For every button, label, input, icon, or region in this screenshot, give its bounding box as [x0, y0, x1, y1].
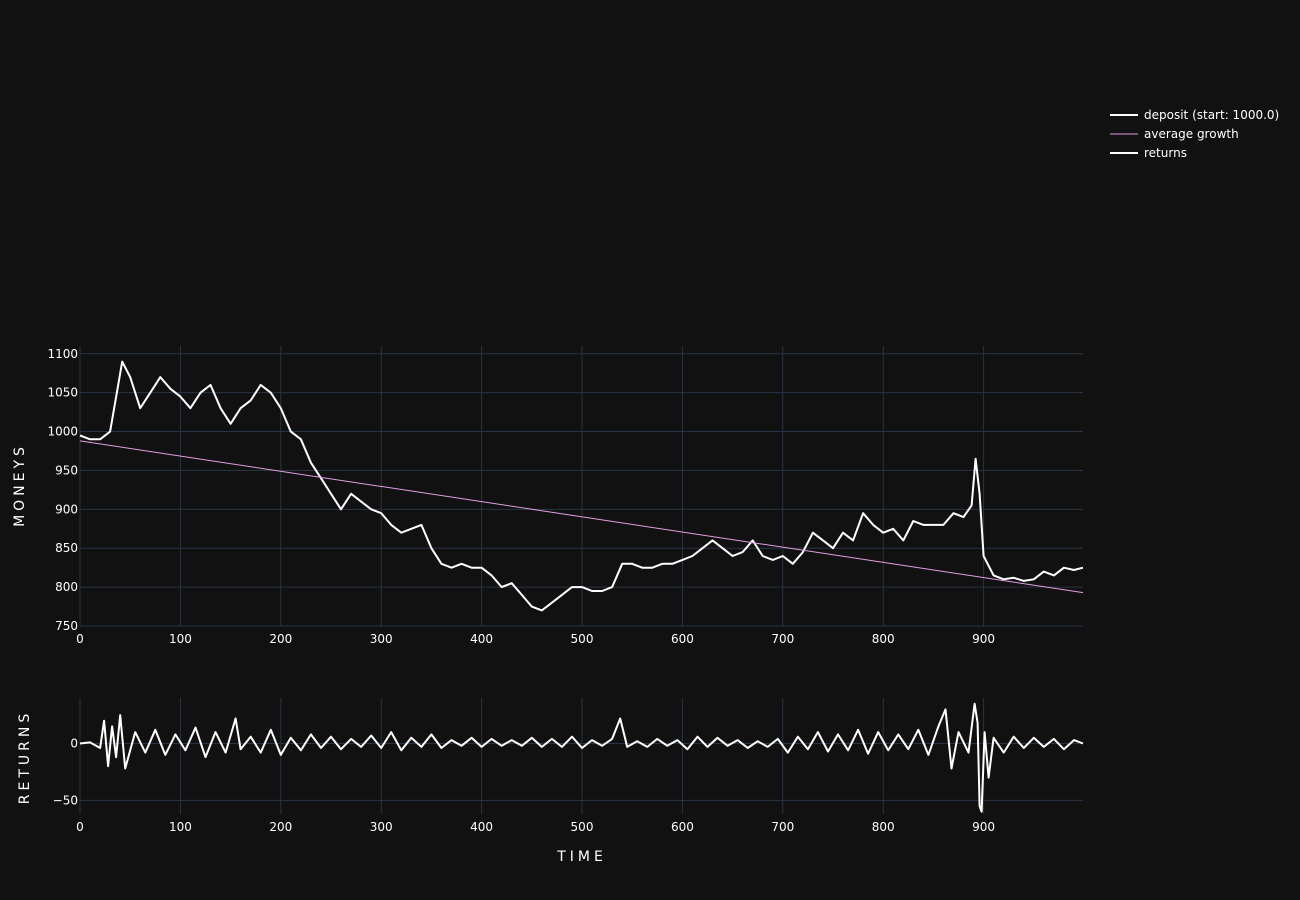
y-tick-label: 950 — [55, 463, 78, 477]
x-tick-label: 700 — [771, 820, 794, 834]
returns-panel: 0 100 200 300 400 500 600 700 800 900 −50 0 — [53, 698, 1084, 834]
x-tick-label: 600 — [671, 632, 694, 646]
x-tick-label: 200 — [269, 632, 292, 646]
x-tick-label: 200 — [269, 820, 292, 834]
x-tick-label: 100 — [169, 820, 192, 834]
series-line-returns — [79, 702, 1084, 813]
series-line-average-growth — [79, 440, 1084, 594]
x-tick-label: 500 — [571, 632, 594, 646]
x-tick-label: 300 — [370, 632, 393, 646]
x-tick-label: 900 — [972, 632, 995, 646]
y-tick-label: 850 — [55, 541, 78, 555]
x-tick-label: 300 — [370, 820, 393, 834]
y-tick-label: −50 — [53, 793, 78, 807]
deposit-panel: 0 100 200 300 400 500 600 700 800 900 750 800 850 900… — [47, 346, 1084, 646]
x-tick-label: 900 — [972, 820, 995, 834]
y-tick-label: 1000 — [47, 425, 78, 439]
legend-label-average-growth: average growth — [1144, 127, 1239, 141]
y-tick-label: 800 — [55, 580, 78, 594]
y-tick-label: 0 — [70, 736, 78, 750]
y-axis-title-returns: RETURNS — [17, 710, 33, 804]
x-tick-label: 700 — [771, 632, 794, 646]
x-tick-label: 0 — [76, 820, 84, 834]
legend-label-returns: returns — [1144, 146, 1187, 160]
x-tick-label: 800 — [872, 632, 895, 646]
y-axis-title-moneys: MONEYS — [12, 443, 28, 527]
x-tick-label: 400 — [470, 632, 493, 646]
legend: deposit (start: 1000.0) average growth r… — [1110, 108, 1279, 160]
y-tick-label: 900 — [55, 502, 78, 516]
legend-label-deposit: deposit (start: 1000.0) — [1144, 108, 1279, 122]
x-tick-label: 600 — [671, 820, 694, 834]
x-tick-label: 0 — [76, 632, 84, 646]
x-tick-label: 800 — [872, 820, 895, 834]
x-tick-label: 500 — [571, 820, 594, 834]
x-tick-label: 400 — [470, 820, 493, 834]
y-tick-label: 1100 — [47, 347, 78, 361]
x-axis-title-time: TIME — [556, 849, 607, 865]
x-tick-label: 100 — [169, 632, 192, 646]
y-tick-label: 750 — [55, 619, 78, 633]
y-tick-label: 1050 — [47, 386, 78, 400]
series-line-deposit-start-1000-0 — [79, 360, 1084, 612]
